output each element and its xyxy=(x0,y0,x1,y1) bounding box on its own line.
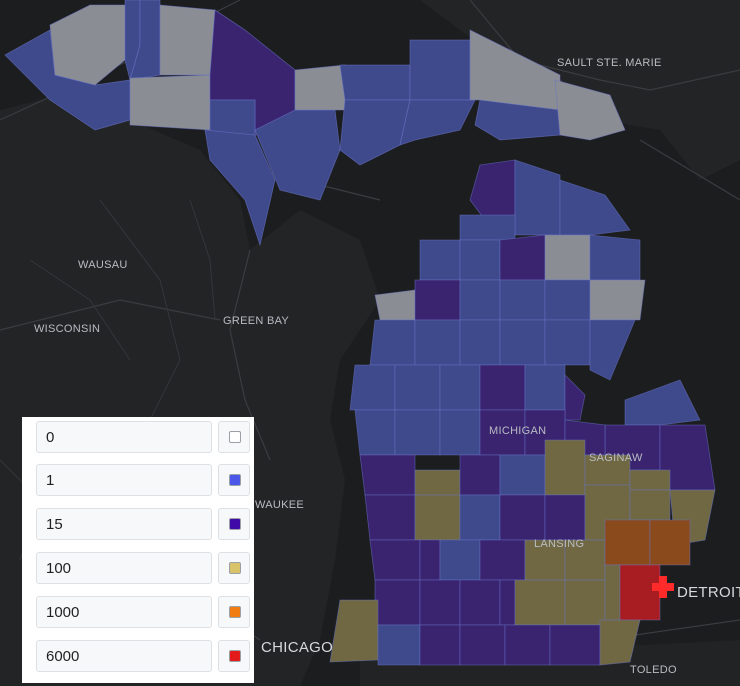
legend-color-swatch xyxy=(229,474,241,486)
legend-color-swatch xyxy=(229,518,241,530)
legend-color-picker[interactable] xyxy=(218,464,250,496)
legend-row: 6000 xyxy=(36,640,250,674)
label-wisconsin: WISCONSIN xyxy=(34,323,101,335)
label-michigan: MICHIGAN xyxy=(489,425,547,437)
legend-value-input[interactable]: 1000 xyxy=(36,596,212,628)
label-sault-ste-marie: SAULT STE. MARIE xyxy=(557,57,662,69)
label-wausau: WAUSAU xyxy=(78,259,128,271)
legend-color-picker[interactable] xyxy=(218,640,250,672)
legend-color-picker[interactable] xyxy=(218,552,250,584)
legend-value-input[interactable]: 15 xyxy=(36,508,212,540)
label-milwaukee: WAUKEE xyxy=(255,499,305,511)
lower-peninsula-counties xyxy=(329,159,716,666)
legend-value-input[interactable]: 6000 xyxy=(36,640,212,672)
legend-row: 0 xyxy=(36,421,250,455)
label-chicago: CHICAGO xyxy=(261,639,334,656)
legend-color-swatch xyxy=(229,650,241,662)
hospital-cross-icon[interactable] xyxy=(652,576,674,598)
legend-row: 1000 xyxy=(36,596,250,630)
legend-color-swatch xyxy=(229,562,241,574)
label-detroit: DETROIT xyxy=(677,584,740,601)
label-lansing: LANSING xyxy=(534,538,585,550)
legend-value-input[interactable]: 0 xyxy=(36,421,212,453)
label-toledo: TOLEDO xyxy=(630,664,677,676)
legend-row: 100 xyxy=(36,552,250,586)
legend-row: 15 xyxy=(36,508,250,542)
legend-panel: 0 1 15 100 1000 6000 xyxy=(22,417,254,683)
legend-color-picker[interactable] xyxy=(218,421,250,453)
upper-peninsula-counties xyxy=(4,0,626,247)
legend-color-picker[interactable] xyxy=(218,596,250,628)
label-saginaw: SAGINAW xyxy=(589,452,643,464)
legend-row: 1 xyxy=(36,464,250,498)
legend-value-input[interactable]: 1 xyxy=(36,464,212,496)
legend-value-input[interactable]: 100 xyxy=(36,552,212,584)
label-green-bay: GREEN BAY xyxy=(223,315,290,327)
legend-color-swatch xyxy=(229,606,241,618)
legend-color-swatch xyxy=(229,431,241,443)
legend-color-picker[interactable] xyxy=(218,508,250,540)
